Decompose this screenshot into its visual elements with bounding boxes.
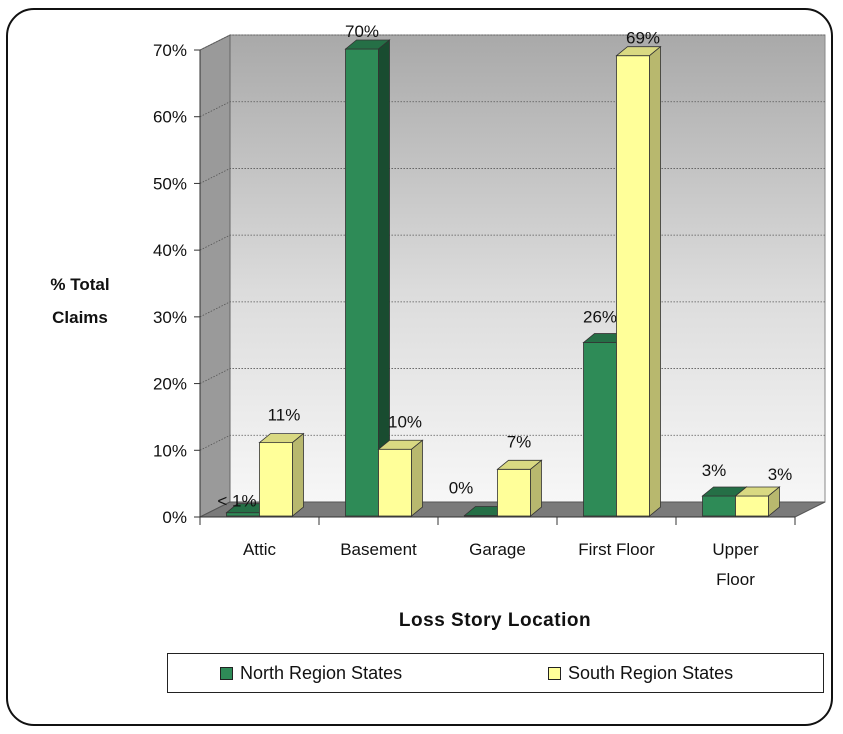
gridline [199,34,825,51]
bar-side [649,45,661,517]
data-label: 69% [626,29,660,48]
legend-label-north: North Region States [240,663,403,683]
legend: North Region States South Region States [167,653,824,693]
data-label: 3% [702,461,727,480]
x-category-label: Upper [712,540,759,559]
bar [226,512,260,517]
data-label: 3% [768,465,793,484]
legend-swatch-south [548,667,561,680]
legend-item-south: South Region States [548,663,733,684]
data-label: 0% [449,479,474,498]
y-tick-label: 20% [153,375,187,394]
data-label: < 1% [217,492,256,511]
x-category-label: Garage [469,540,526,559]
x-category-label: Basement [340,540,417,559]
bar-side [292,432,304,517]
bar [583,342,617,517]
legend-swatch-north [220,667,233,680]
data-label: 10% [388,412,422,431]
x-axis-title: Loss Story Location [399,610,591,631]
bar [616,55,650,517]
legend-label-south: South Region States [568,663,734,683]
side-wall [199,34,231,518]
bar [378,448,412,517]
bar [345,48,379,517]
bar-side [530,459,542,517]
bar-side [411,439,423,517]
y-tick-label: 30% [153,308,187,327]
y-axis-label-line: % Total [50,275,109,294]
data-label: 26% [583,308,617,327]
y-tick-label: 0% [162,508,187,527]
bar [497,468,531,517]
data-label: 11% [268,406,301,425]
y-tick-label: 60% [153,108,187,127]
x-category-label: Floor [716,570,755,589]
x-category-label: First Floor [578,540,655,559]
y-tick-label: 70% [153,41,187,60]
legend-item-north: North Region States [220,663,402,684]
bar [259,442,293,517]
x-category-label: Attic [243,540,277,559]
bar [735,495,769,517]
bar [702,495,736,517]
data-label: 70% [345,22,379,41]
y-tick-label: 40% [153,241,187,260]
bar-side [768,486,780,517]
y-tick-label: 10% [153,441,187,460]
y-tick-label: 50% [153,174,187,193]
y-axis-label-line: Claims [52,308,108,327]
data-label: 7% [507,432,532,451]
y-axis-label: % Total Claims [50,275,109,327]
